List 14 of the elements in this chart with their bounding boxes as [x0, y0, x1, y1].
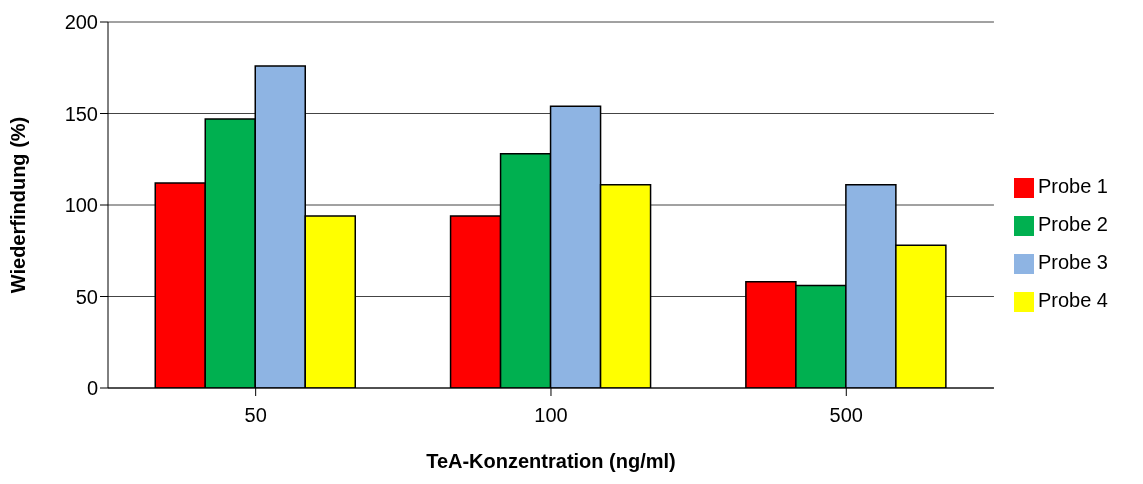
y-tick-label: 50: [75, 285, 98, 308]
y-tick-label: 100: [64, 194, 98, 217]
y-tick-label: 200: [64, 11, 98, 34]
legend-label: Probe 1: [1037, 175, 1108, 197]
legend-label: Probe 3: [1037, 251, 1108, 273]
legend-label: Probe 4: [1037, 289, 1108, 311]
x-tick-label: 500: [829, 404, 863, 427]
x-tick-label: 100: [534, 404, 568, 427]
legend-label: Probe 2: [1037, 213, 1108, 235]
y-tick-label: 150: [64, 102, 98, 125]
x-tick-label: 50: [244, 404, 267, 427]
y-axis-title: Wiederfindung (%): [7, 116, 30, 294]
x-axis-title: TeA-Konzentration (ng/ml): [426, 450, 676, 472]
y-tick-label: 0: [86, 377, 98, 400]
